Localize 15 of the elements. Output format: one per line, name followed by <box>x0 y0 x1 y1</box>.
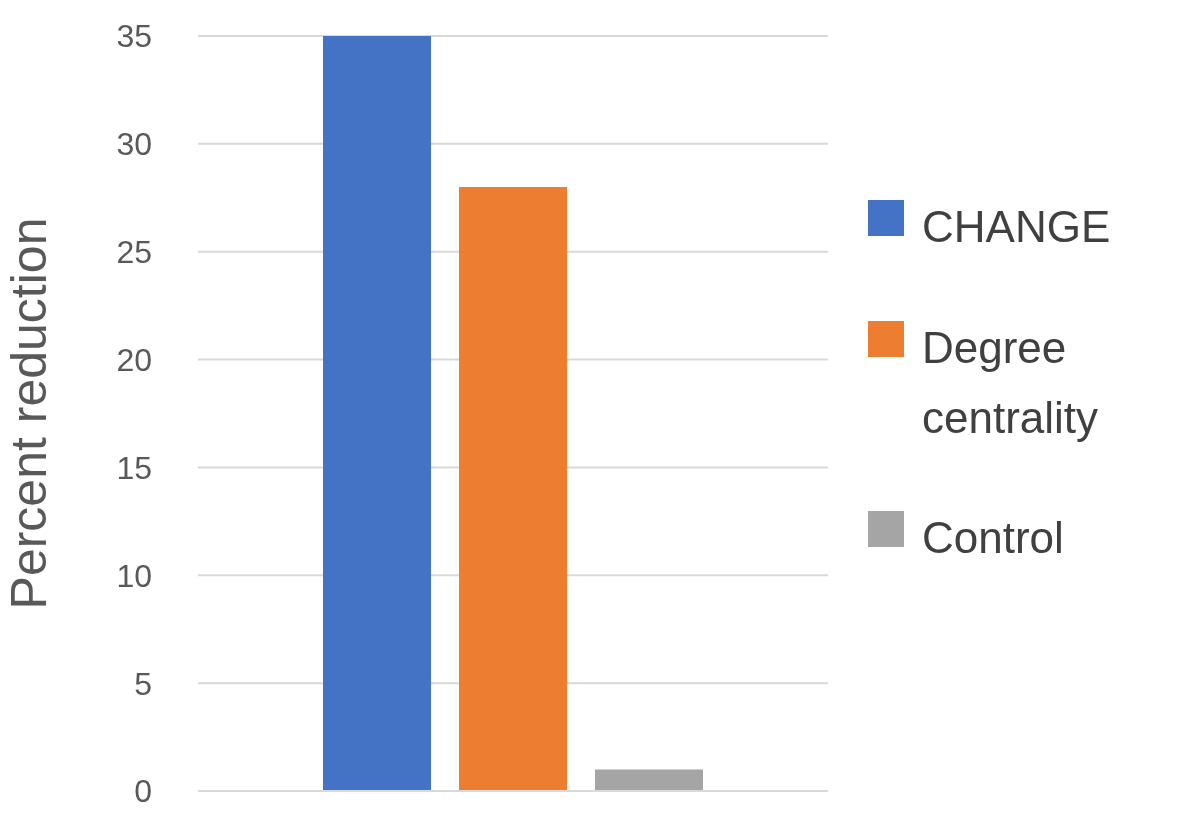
y-tick-label: 5 <box>134 665 152 702</box>
legend-label: Control <box>922 512 1064 565</box>
legend-label: CHANGE <box>922 201 1111 254</box>
y-tick-label: 0 <box>134 773 152 810</box>
bar <box>595 769 703 791</box>
y-axis-title: Percent reduction <box>0 217 57 610</box>
bar <box>323 36 431 791</box>
bar <box>459 187 567 791</box>
y-tick-label: 25 <box>116 234 152 271</box>
y-tick-label: 10 <box>116 557 152 594</box>
y-tick-label: 35 <box>116 18 152 55</box>
y-tick-label: 15 <box>116 449 152 486</box>
y-tick-label: 30 <box>116 126 152 163</box>
legend-label: Degree centrality <box>922 321 1100 444</box>
y-tick-label: 20 <box>116 341 152 378</box>
